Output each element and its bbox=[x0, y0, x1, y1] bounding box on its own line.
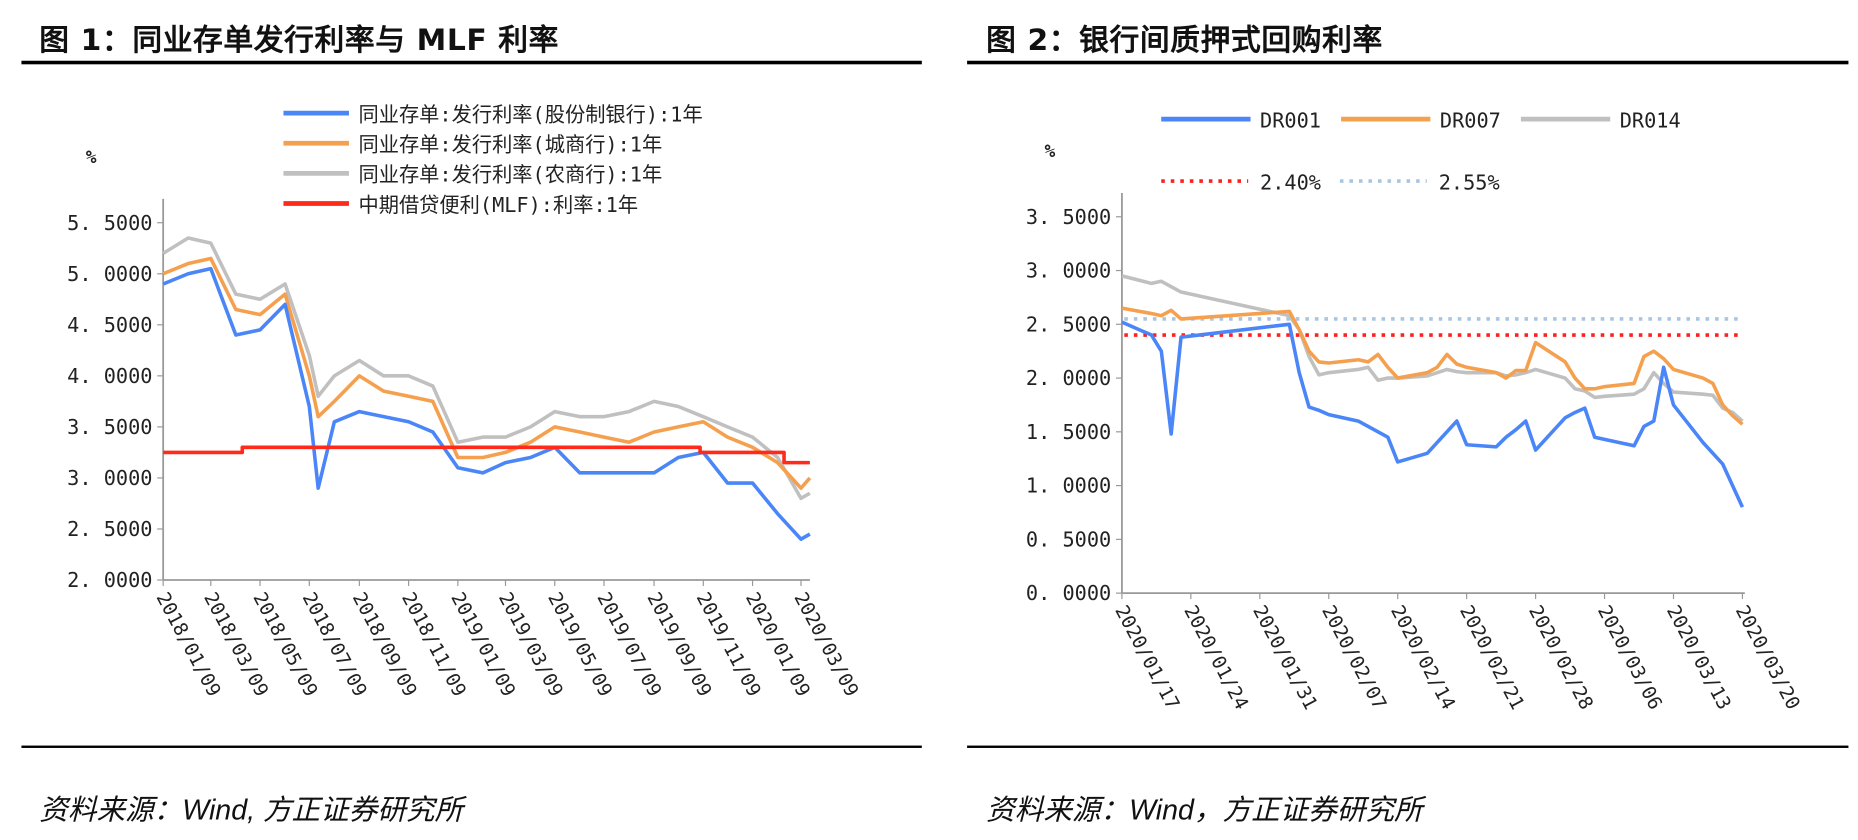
x-tick-label: 2020/01/24 bbox=[1179, 602, 1252, 714]
bottom-rule-right bbox=[967, 745, 1849, 748]
y-tick-label: 1. 0000 bbox=[1026, 474, 1111, 498]
y-tick-label: 2. 0000 bbox=[1026, 366, 1111, 390]
series-line-DR001 bbox=[1121, 320, 1745, 508]
y-axis-unit: % bbox=[1045, 141, 1056, 162]
y-tick-label: 0. 5000 bbox=[1026, 527, 1111, 551]
legend-label: DR007 bbox=[1440, 108, 1501, 132]
x-tick-label: 2020/01/31 bbox=[1248, 602, 1321, 714]
series-line-cd bbox=[162, 266, 811, 541]
legend-label: 同业存单:发行利率(城商行):1年 bbox=[358, 133, 662, 157]
legend-label: 2.40% bbox=[1260, 170, 1321, 194]
x-tick-label: 2020/02/07 bbox=[1317, 602, 1390, 714]
y-tick-label: 2. 5000 bbox=[67, 517, 152, 541]
series-line-cd bbox=[162, 236, 811, 501]
figure-2-title: 图 2：银行间质押式回购利率 bbox=[986, 22, 1383, 58]
legend-label: DR014 bbox=[1620, 108, 1681, 132]
x-tick-label: 2020/02/14 bbox=[1386, 602, 1459, 714]
legend-label: 2.55% bbox=[1439, 170, 1500, 194]
y-tick-label: 3. 0000 bbox=[67, 466, 152, 490]
y-tick-label: 0. 0000 bbox=[1026, 581, 1111, 605]
y-axis-unit: % bbox=[86, 147, 97, 168]
y-tick-label: 2. 0000 bbox=[67, 568, 152, 592]
series-line-cd bbox=[163, 445, 810, 465]
x-tick-label: 2020/02/28 bbox=[1524, 602, 1597, 714]
y-tick-label: 5. 5000 bbox=[67, 211, 152, 235]
title-rule-right bbox=[967, 60, 1849, 65]
chart-interbank-cd-rates: % 5. 5000 5. 0000 4. 5000 4. 0000 3. 5000 3. 0… bbox=[67, 102, 863, 700]
y-tick-label: 3. 5000 bbox=[1026, 205, 1111, 229]
bottom-rule-left bbox=[21, 745, 922, 748]
title-rule-left bbox=[21, 60, 922, 65]
y-tick-label: 4. 0000 bbox=[67, 364, 152, 388]
legend-label: 同业存单:发行利率(农商行):1年 bbox=[358, 163, 662, 187]
legend-label: DR001 bbox=[1260, 108, 1321, 132]
x-tick-label: 2020/03/13 bbox=[1662, 602, 1735, 714]
y-tick-label: 3. 0000 bbox=[1026, 259, 1111, 283]
series-line-DR014 bbox=[1121, 274, 1744, 423]
legend-label: 同业存单:发行利率(股份制银行):1年 bbox=[358, 102, 702, 126]
x-tick-label: 2020/03/20 bbox=[1731, 602, 1804, 714]
y-tick-label: 1. 5000 bbox=[1026, 420, 1111, 444]
chart-repo-rates: % 3. 5000 3. 0000 2. 5000 2. 0000 1. 5000 1. 0… bbox=[1026, 108, 1804, 714]
y-tick-label: 4. 5000 bbox=[67, 313, 152, 337]
y-tick-label: 2. 5000 bbox=[1026, 312, 1111, 336]
x-tick-label: 2020/01/17 bbox=[1110, 602, 1183, 714]
y-tick-label: 5. 0000 bbox=[67, 262, 152, 286]
legend-label: 中期借贷便利(MLF):利率:1年 bbox=[358, 193, 638, 217]
x-tick-label: 2020/03/06 bbox=[1593, 602, 1666, 714]
y-tick-label: 3. 5000 bbox=[67, 415, 152, 439]
series-line-cd bbox=[162, 256, 812, 490]
source-note-right: 资料来源：Wind，方正证券研究所 bbox=[986, 794, 1423, 827]
x-tick-label: 2020/02/21 bbox=[1455, 602, 1528, 714]
figure-1-title: 图 1：同业存单发行利率与 MLF 利率 bbox=[39, 22, 560, 58]
source-note-left: 资料来源：Wind, 方正证券研究所 bbox=[39, 794, 464, 827]
series-line-DR007 bbox=[1121, 306, 1744, 426]
